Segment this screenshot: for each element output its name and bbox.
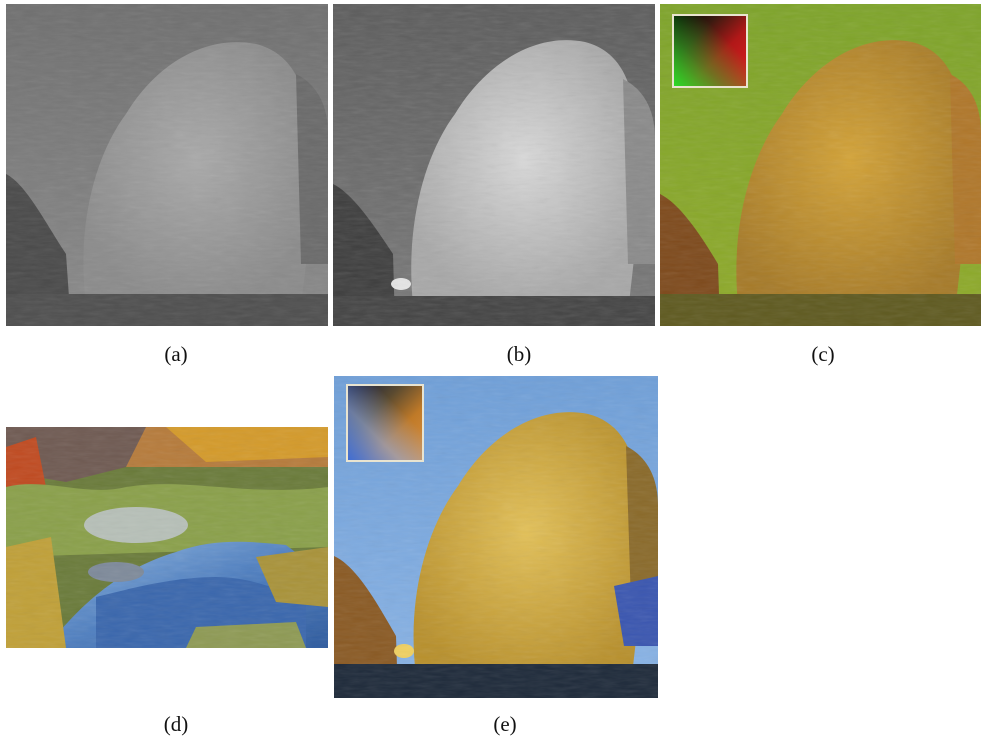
caption-e: (e) bbox=[493, 712, 517, 736]
panel-b-image bbox=[333, 4, 655, 326]
color-map-inset-e bbox=[346, 384, 424, 462]
panel-d-image bbox=[6, 427, 328, 648]
panel-e-image bbox=[334, 376, 658, 698]
color-map-inset-c bbox=[672, 14, 748, 88]
caption-b: (b) bbox=[506, 342, 532, 366]
caption-a: (a) bbox=[164, 342, 188, 366]
caption-c: (c) bbox=[811, 342, 835, 366]
caption-d: (d) bbox=[163, 712, 189, 736]
panel-a-image bbox=[6, 4, 328, 326]
panel-c-image bbox=[660, 4, 981, 326]
